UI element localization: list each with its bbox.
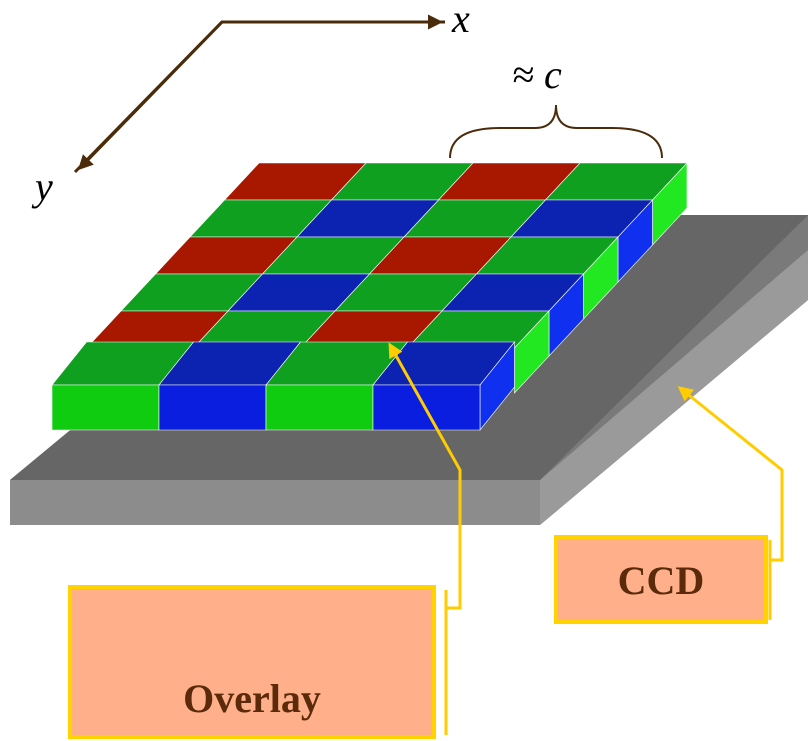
filter-face — [158, 384, 267, 431]
y-label: y — [31, 164, 53, 209]
x-label: x — [451, 0, 470, 41]
ccd-box — [554, 535, 768, 624]
y-arrow — [77, 20, 224, 171]
axes-line — [73, 20, 445, 174]
ccd-label: CCD — [618, 558, 705, 603]
filter-face — [265, 384, 374, 431]
overlay-pointer — [388, 342, 462, 610]
brace — [449, 104, 663, 159]
brace-label: ≈ c — [512, 52, 562, 97]
overlay-label: Overlay — [183, 676, 321, 721]
filter-grid — [51, 162, 688, 431]
filter-face — [51, 384, 160, 431]
ccd-pointer — [677, 386, 784, 562]
overlay-box — [68, 585, 436, 739]
